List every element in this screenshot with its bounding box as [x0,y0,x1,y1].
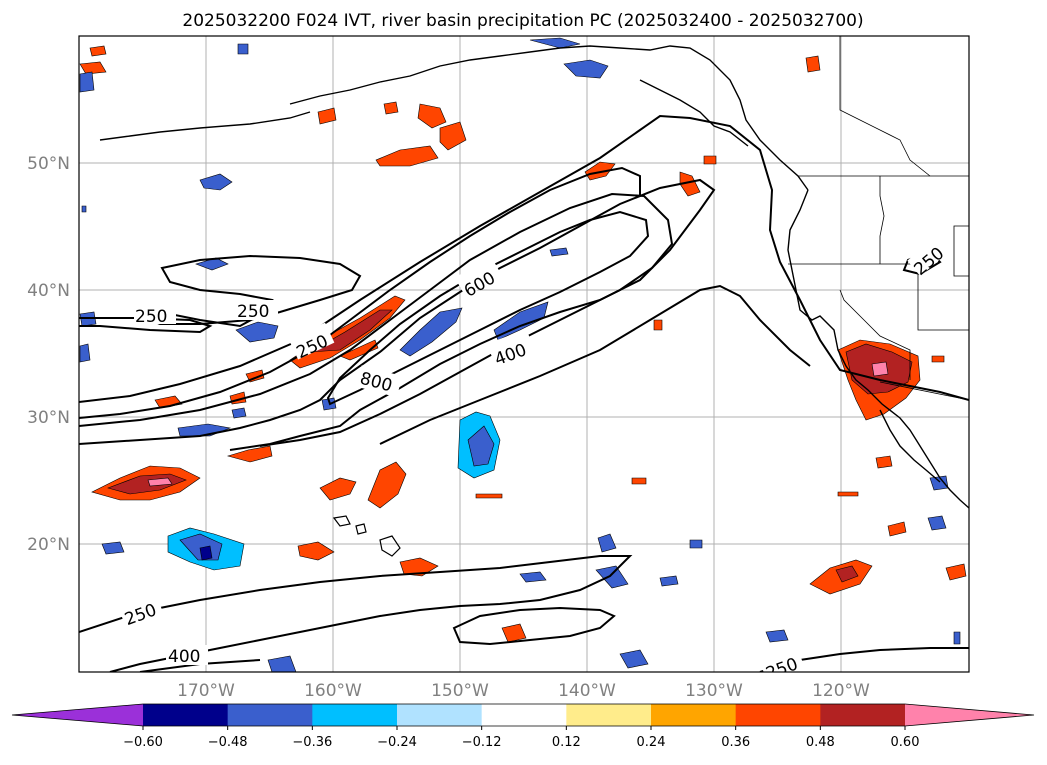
ivt-contour-250-south [79,555,633,672]
colorbar-segment [651,704,737,726]
colorbar-extend-low [12,704,143,726]
ivt-contour-800 [326,210,650,406]
colorbar-tick-label: 0.12 [552,735,581,750]
map-title: 2025032200 F024 IVT, river basin precipi… [182,11,863,31]
longitude-labels: 170°W 160°W 150°W 140°W 130°W 120°W [177,681,870,701]
latitude-labels: 50°N 40°N 30°N 20°N [27,154,70,555]
colorbar-tick-label: −0.24 [377,735,417,750]
contour-label: 250 [135,307,167,327]
lon-label: 130°W [685,681,743,701]
coastlines [99,45,969,509]
lon-label: 120°W [812,681,870,701]
alaska-coast [289,45,809,191]
lat-label: 30°N [27,408,70,428]
contour-label: 400 [168,647,200,667]
lon-label: 140°W [558,681,616,701]
colorbar-segment [481,704,567,726]
colorbar-extend-high [905,704,1034,726]
colorbar-tick-label: −0.36 [292,735,332,750]
colorbar-tick-label: 0.48 [806,735,835,750]
lat-label: 40°N [27,281,70,301]
colorbar: −0.60 −0.48 −0.36 −0.24 −0.12 0.12 0.24 0.36 0.4… [11,703,1035,750]
colorbar-segment [397,704,483,726]
map-frame [78,35,970,673]
lon-label: 160°W [304,681,362,701]
contour-label: 250 [237,302,269,322]
ivt-contours [79,114,969,672]
colorbar-segment [735,704,821,726]
colorbar-tick-label: 0.60 [891,735,920,750]
lat-label: 50°N [27,154,70,174]
colorbar-tick-label: 0.36 [721,735,750,750]
colorbar-tick-label: −0.60 [123,735,163,750]
lon-label: 150°W [431,681,489,701]
map-area: 250 250 250 600 400 800 250 400 250 250 [79,36,969,672]
ivt-contour-400 [79,192,674,447]
borders [788,36,969,401]
colorbar-tick-label: −0.48 [208,735,248,750]
islands [332,515,401,557]
colorbar-tick-label: 0.24 [637,735,666,750]
colorbar-segment [312,704,398,726]
contour-labels: 250 250 250 600 400 800 250 400 250 250 [117,238,948,672]
colorbar-tick-label: −0.12 [462,735,502,750]
colorbar-segment [566,704,652,726]
colorbar-segment [227,704,313,726]
colorbar-segment [143,704,229,726]
north-america-west-coast [787,189,969,509]
ivt-contour-250-main [79,114,969,403]
lat-label: 20°N [27,535,70,555]
colorbar-segment [820,704,906,726]
ivt-contour-250-northwest [136,254,362,328]
lon-label: 170°W [177,681,235,701]
